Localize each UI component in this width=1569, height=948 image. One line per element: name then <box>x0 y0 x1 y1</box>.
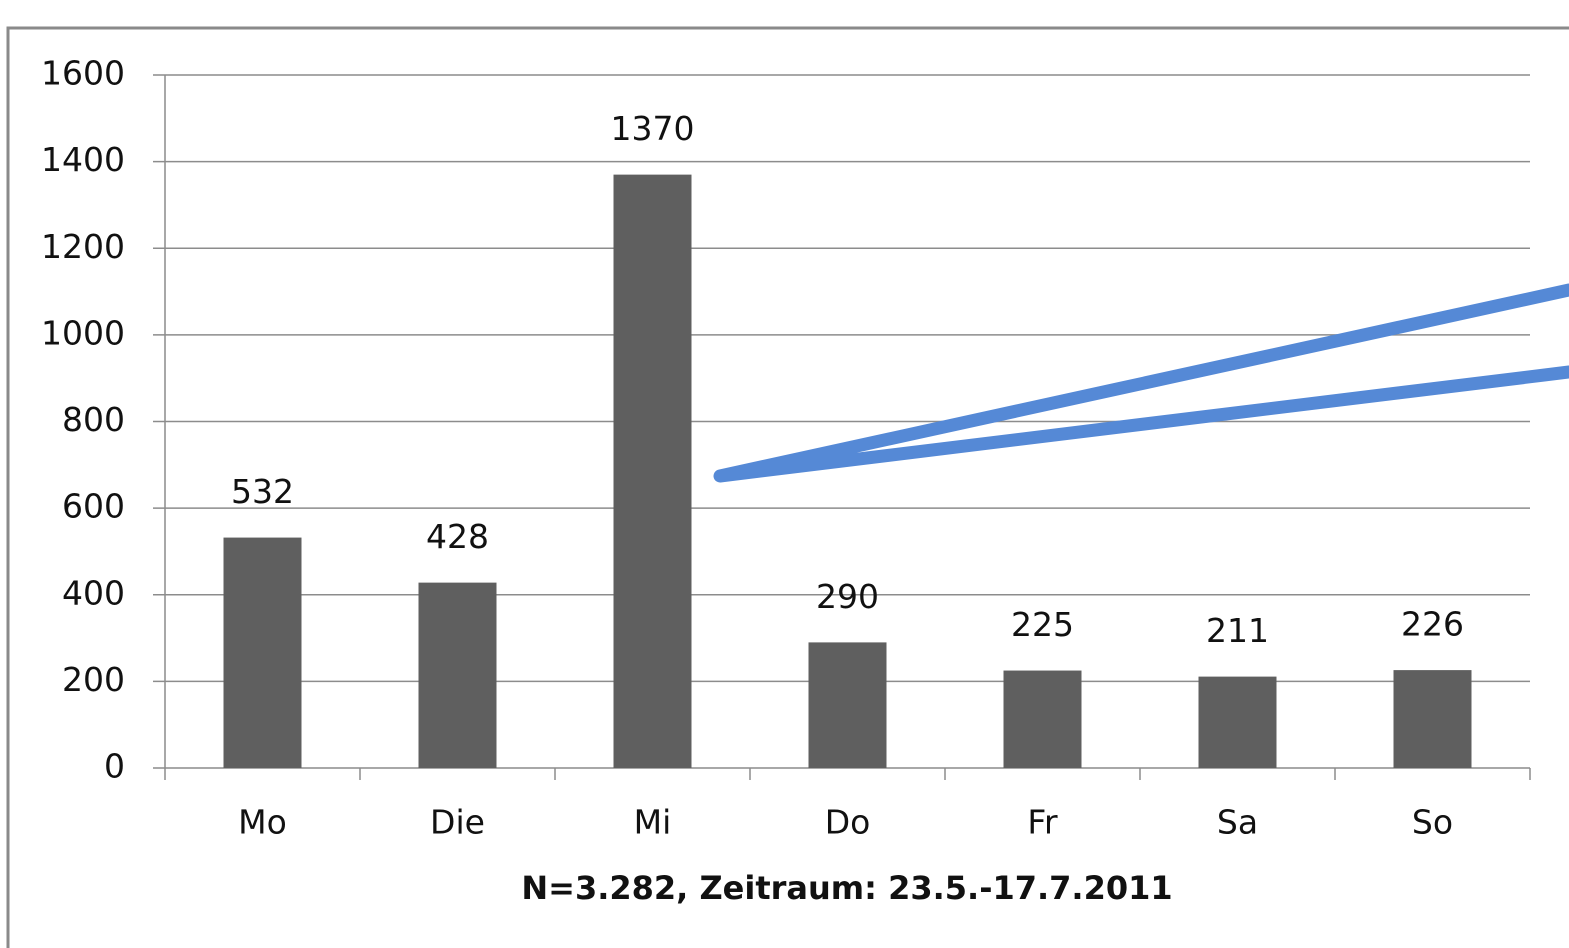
bar <box>1393 670 1472 768</box>
x-tick-label: Mo <box>238 803 287 842</box>
y-tick-label: 1400 <box>41 140 125 179</box>
y-tick-label: 200 <box>62 660 125 699</box>
y-tick-label: 0 <box>104 747 125 786</box>
y-tick-label: 800 <box>62 400 125 439</box>
y-tick-label: 600 <box>62 487 125 526</box>
chart-frame <box>6 26 1569 948</box>
y-tick-label: 1000 <box>41 313 125 352</box>
y-tick-label: 1200 <box>41 227 125 266</box>
x-tick-label: Fr <box>1027 803 1058 842</box>
data-label: 532 <box>231 472 294 511</box>
bar <box>1198 676 1277 768</box>
x-tick-label: Die <box>430 803 485 842</box>
data-label: 226 <box>1401 605 1464 644</box>
bar <box>418 582 497 768</box>
x-tick-label: So <box>1412 803 1453 842</box>
data-label: 428 <box>426 517 489 556</box>
x-axis-label: N=3.282, Zeitraum: 23.5.-17.7.2011 <box>521 869 1172 907</box>
x-tick-label: Mi <box>634 803 672 842</box>
x-tick-label: Sa <box>1217 803 1258 842</box>
bar <box>808 642 887 768</box>
data-label: 211 <box>1206 611 1269 650</box>
data-label: 1370 <box>611 109 695 148</box>
data-label: 225 <box>1011 605 1074 644</box>
bar <box>1003 670 1082 768</box>
y-tick-label: 400 <box>62 573 125 612</box>
annotation-arrow <box>713 283 1569 483</box>
data-label: 290 <box>816 577 879 616</box>
y-tick-label: 1600 <box>41 54 125 93</box>
bar <box>613 174 692 768</box>
x-tick-label: Do <box>825 803 871 842</box>
bar <box>223 537 302 768</box>
